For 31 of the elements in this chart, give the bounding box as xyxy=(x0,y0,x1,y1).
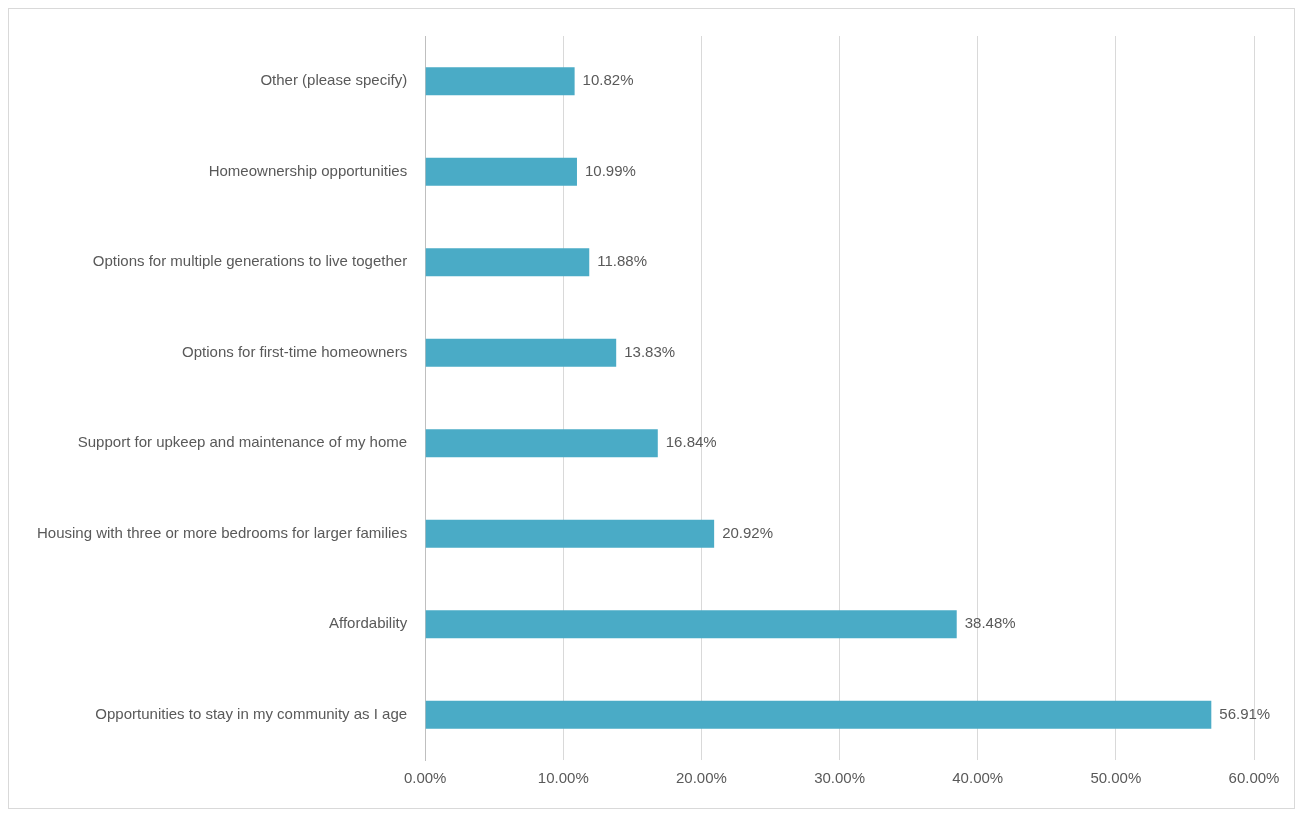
data-label: 38.48% xyxy=(964,614,1016,632)
bar xyxy=(425,157,577,186)
x-tick-label: 50.00% xyxy=(1090,769,1142,787)
y-tick-label: Homeownership opportunities xyxy=(208,161,408,179)
bar xyxy=(425,519,715,548)
bar xyxy=(425,248,590,277)
bar xyxy=(425,338,617,367)
y-tick-label: Support for upkeep and maintenance of my home xyxy=(77,433,408,451)
data-label: 16.84% xyxy=(665,433,717,451)
bar xyxy=(425,700,1212,729)
x-tick-label: 60.00% xyxy=(1228,769,1280,787)
data-label: 10.82% xyxy=(582,71,634,89)
bar xyxy=(425,429,658,458)
data-label: 13.83% xyxy=(624,342,676,360)
y-tick-label: Affordability xyxy=(329,614,408,632)
x-tick-label: 20.00% xyxy=(676,769,727,787)
y-tick-label: Other (please specify) xyxy=(260,71,408,89)
x-tick-label: 10.00% xyxy=(537,769,589,787)
x-tick-label: 40.00% xyxy=(952,769,1004,787)
data-label: 11.88% xyxy=(597,252,648,270)
data-label: 10.99% xyxy=(584,161,636,179)
bar xyxy=(425,67,575,96)
x-tick-label: 0.00% xyxy=(403,769,447,787)
data-label: 56.91% xyxy=(1219,704,1271,722)
y-tick-label: Options for multiple generations to live together xyxy=(92,252,408,270)
y-tick-label: Opportunities to stay in my community as I age xyxy=(95,704,408,722)
y-tick-label: Options for first-time homeowners xyxy=(182,342,408,360)
bar xyxy=(425,610,957,639)
x-tick-label: 30.00% xyxy=(814,769,866,787)
y-tick-label: Housing with three or more bedrooms for larger families xyxy=(37,523,408,541)
data-label: 20.92% xyxy=(722,523,774,541)
